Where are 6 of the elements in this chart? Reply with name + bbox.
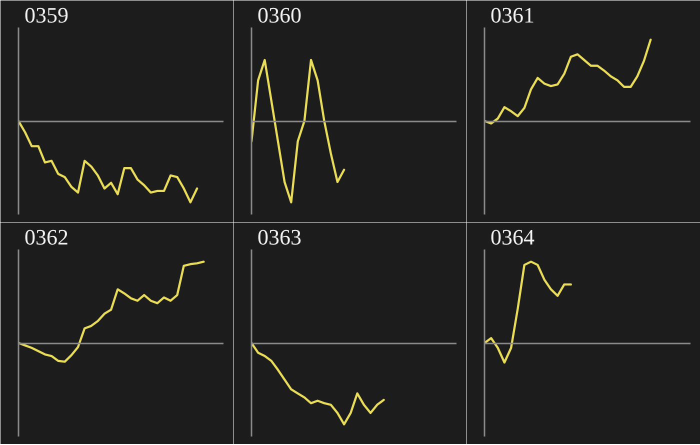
chart-title: 0362 [24,224,68,250]
chart-title: 0360 [258,2,302,28]
chart-title: 0361 [490,2,534,28]
chart-title: 0363 [258,224,302,250]
chart-title: 0359 [24,2,68,28]
chart-title: 0364 [490,224,534,250]
